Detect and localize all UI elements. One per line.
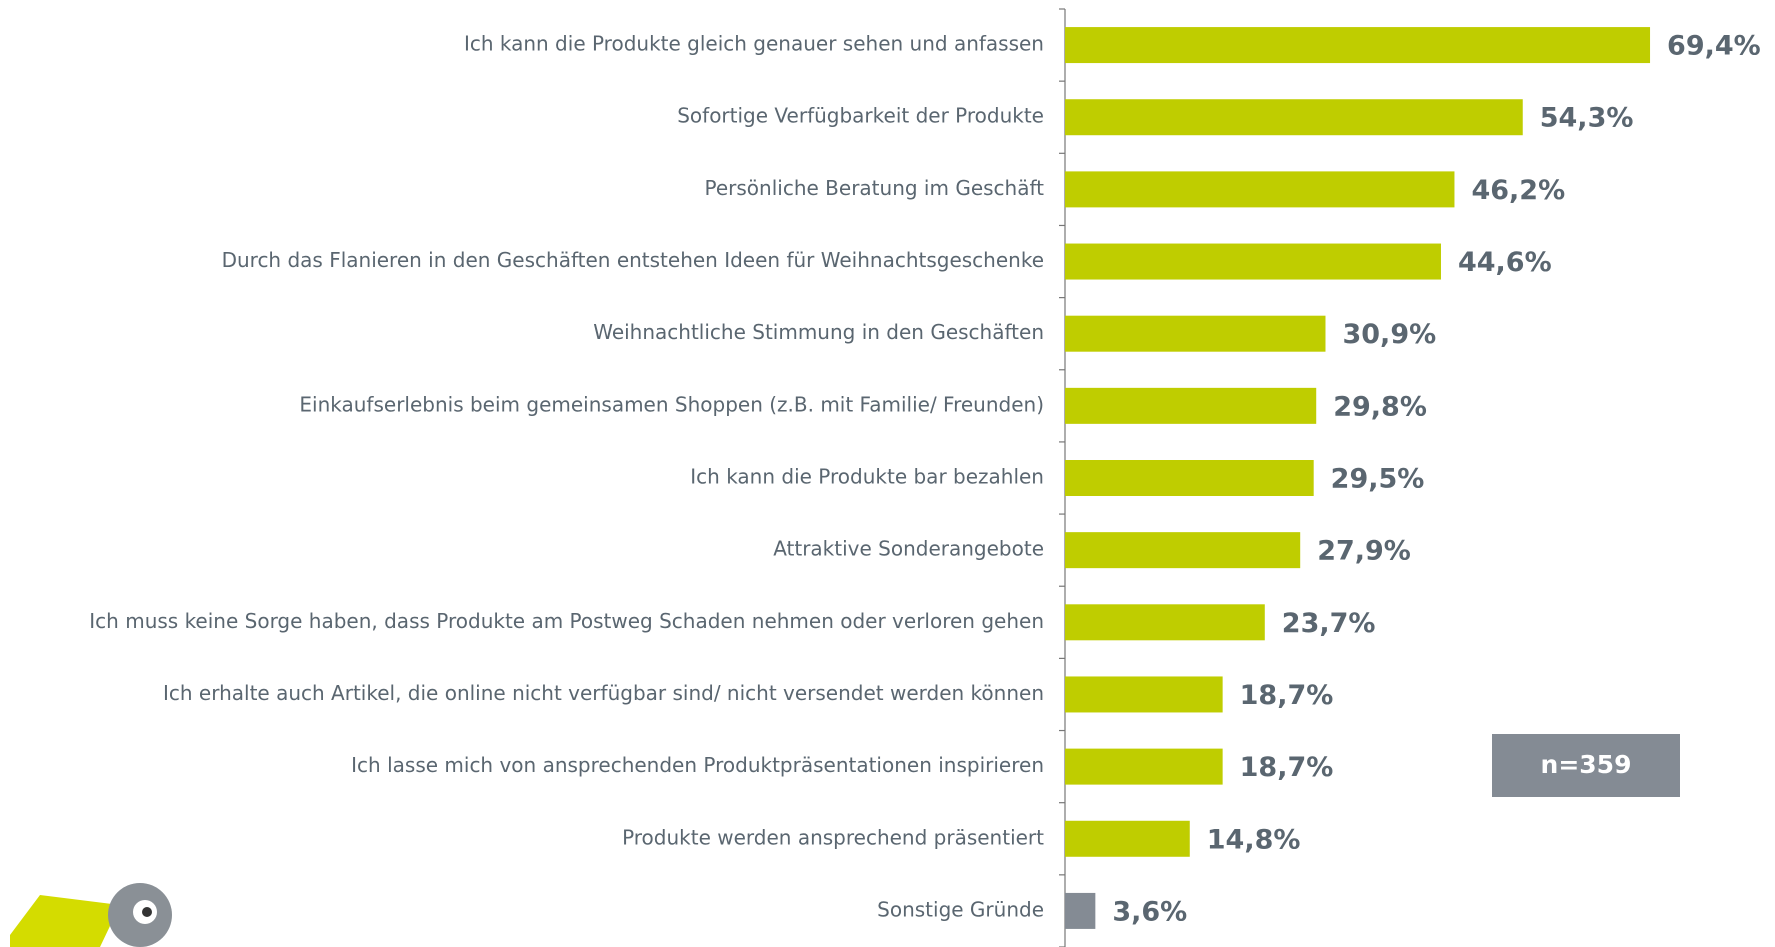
bar: [1065, 676, 1223, 713]
value-label: 3,6%: [1112, 896, 1187, 927]
category-label: Ich lasse mich von ansprechenden Produkt…: [351, 753, 1044, 777]
bar: [1065, 820, 1190, 857]
category-label: Sonstige Gründe: [877, 897, 1044, 921]
category-label: Produkte werden ansprechend präsentiert: [622, 825, 1044, 849]
bar: [1065, 27, 1651, 64]
value-label: 14,8%: [1207, 824, 1301, 855]
bar: [1065, 460, 1314, 496]
note-box: [1492, 734, 1680, 797]
bar: [1065, 892, 1096, 929]
mascot: [10, 883, 172, 947]
bar: [1065, 604, 1265, 641]
category-label: Weihnachtliche Stimmung in den Geschäfte…: [593, 320, 1044, 344]
bar: [1065, 387, 1317, 424]
bar: [1065, 243, 1441, 280]
category-label: Durch das Flanieren in den Geschäften en…: [222, 248, 1044, 272]
bar: [1065, 315, 1326, 352]
category-label: Einkaufserlebnis beim gemeinsamen Shoppe…: [299, 392, 1044, 416]
value-label: 46,2%: [1471, 175, 1565, 206]
bar: [1065, 532, 1301, 569]
category-label: Persönliche Beratung im Geschäft: [705, 176, 1045, 200]
value-label: 18,7%: [1240, 680, 1334, 711]
value-label: 69,4%: [1667, 31, 1761, 62]
note: n=359: [1541, 750, 1632, 779]
category-label: Ich muss keine Sorge haben, dass Produkt…: [89, 609, 1044, 633]
category-label: Ich kann die Produkte gleich genauer seh…: [464, 32, 1044, 56]
bar: [1065, 748, 1223, 785]
category-label: Ich erhalte auch Artikel, die online nic…: [163, 681, 1044, 705]
category-label: Ich kann die Produkte bar bezahlen: [690, 465, 1044, 489]
value-label: 29,5%: [1331, 464, 1425, 495]
bar: [1065, 171, 1455, 208]
value-label: 30,9%: [1342, 319, 1436, 350]
value-label: 54,3%: [1540, 103, 1634, 134]
category-label: Attraktive Sonderangebote: [773, 537, 1044, 561]
category-label: Sofortige Verfügbarkeit der Produkte: [677, 104, 1044, 128]
value-label: 18,7%: [1240, 752, 1334, 783]
value-label: 23,7%: [1282, 608, 1376, 639]
bar: [1065, 99, 1523, 136]
value-label: 44,6%: [1458, 247, 1552, 278]
value-label: 29,8%: [1333, 391, 1427, 422]
value-label: 27,9%: [1317, 536, 1411, 567]
